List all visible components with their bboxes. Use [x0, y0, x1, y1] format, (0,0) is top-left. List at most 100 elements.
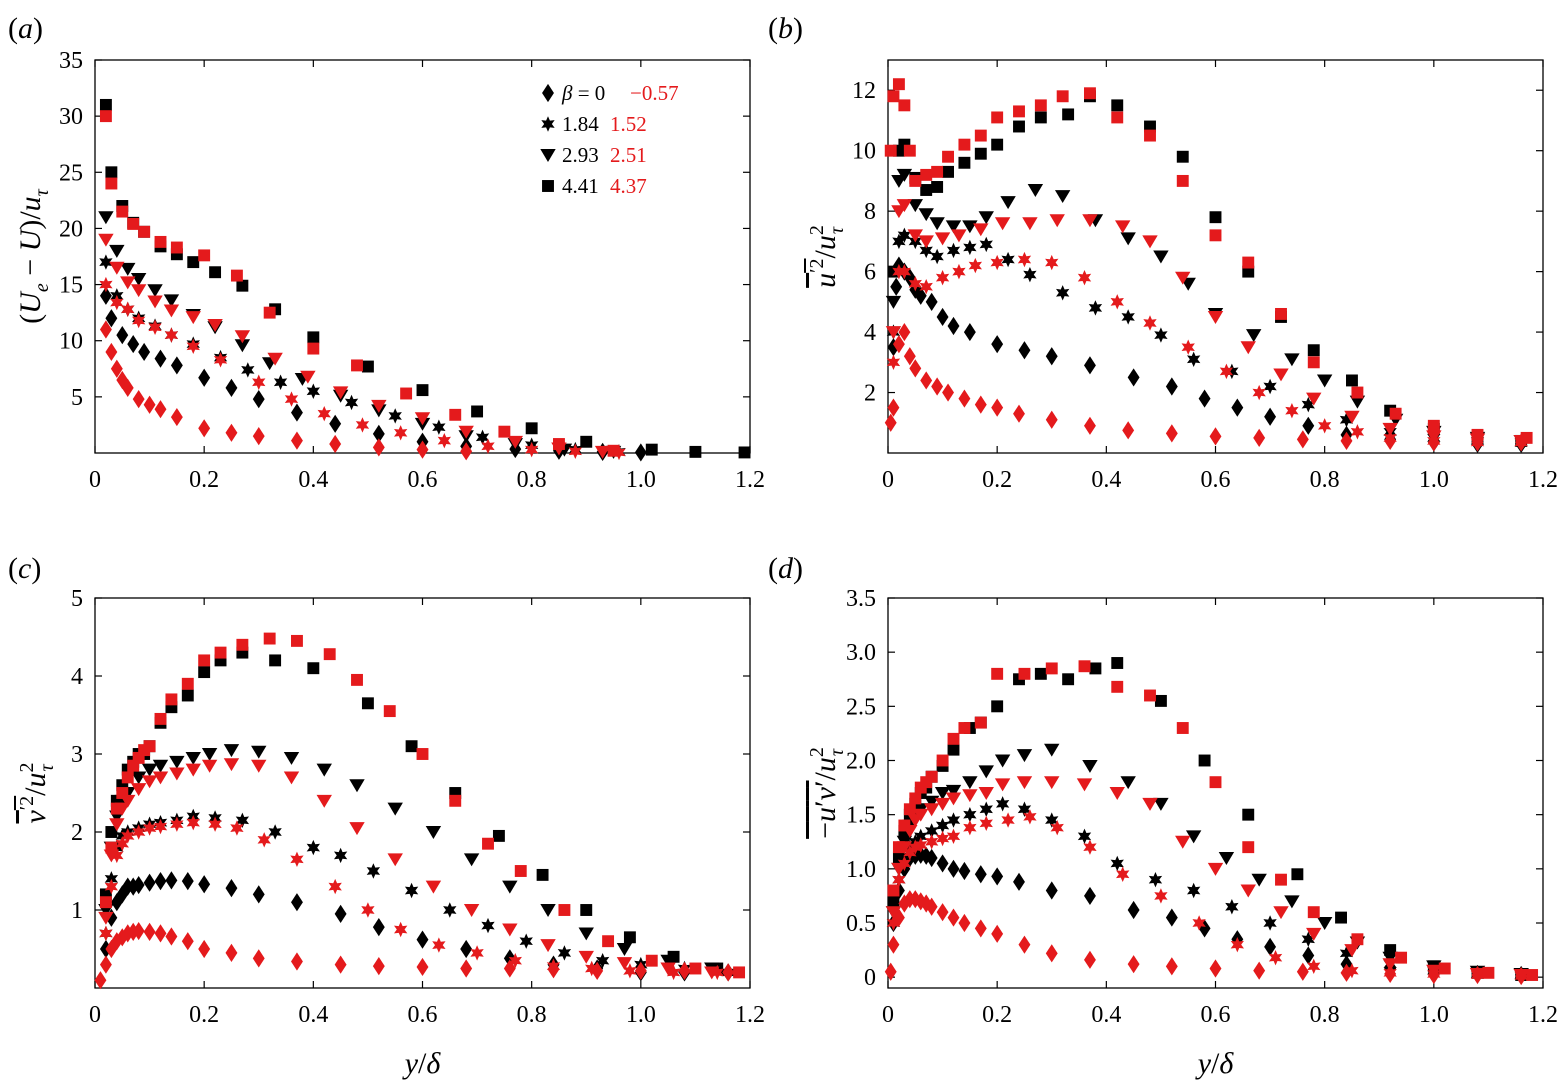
data-point-black-star — [404, 882, 419, 899]
data-point-red-square — [498, 425, 511, 438]
data-point-red-diamond — [181, 932, 194, 951]
data-point-black-diamond — [225, 879, 238, 898]
data-point-red-diamond — [1253, 961, 1266, 980]
data-point-black-diamond — [1302, 416, 1315, 435]
data-point-red-square — [127, 217, 140, 230]
data-point-red-diamond — [1127, 955, 1140, 974]
data-point-red-diamond — [132, 921, 145, 941]
data-point-red-square — [1176, 174, 1189, 187]
data-point-red-square — [903, 803, 916, 816]
data-point-black-square — [236, 646, 249, 659]
data-point-red-triangle-down — [1344, 410, 1360, 424]
data-point-red-square — [116, 205, 129, 218]
data-point-red-star — [568, 443, 582, 460]
data-point-red-star — [1110, 294, 1124, 310]
data-point-black-diamond — [991, 335, 1004, 354]
data-point-black-triangle-down — [98, 211, 114, 225]
data-point-red-diamond — [887, 935, 900, 954]
data-point-red-star — [1285, 402, 1299, 419]
y-tick-label: 0.5 — [846, 911, 876, 937]
data-point-red-square — [1013, 105, 1025, 118]
data-point-red-triangle-down — [147, 295, 163, 309]
legend-entry: β = 0 −0.57 — [542, 81, 679, 105]
x-tick-label: 0 — [882, 1002, 894, 1028]
data-point-red-diamond — [1013, 404, 1025, 423]
data-point-red-square — [110, 802, 123, 815]
data-point-red-triangle-down — [1115, 220, 1131, 234]
data-point-red-star — [186, 338, 200, 355]
data-point-black-star — [1023, 266, 1037, 283]
data-point-black-square — [405, 740, 418, 753]
data-point-black-star — [963, 239, 977, 256]
data-point-black-triangle-down — [929, 217, 945, 231]
data-point-red-triangle-down — [1382, 422, 1398, 436]
legend-label-black: 2.93 — [562, 143, 599, 167]
y-tick-label: 6 — [864, 260, 876, 286]
data-point-black-diamond — [334, 904, 347, 923]
data-point-red-star — [903, 844, 917, 861]
data-point-black-diamond — [914, 286, 927, 305]
data-point-black-star — [519, 933, 533, 949]
data-point-red-diamond — [225, 423, 238, 442]
data-point-red-star — [935, 830, 950, 847]
data-point-red-square — [884, 144, 897, 157]
data-point-red-triangle-down — [923, 803, 940, 817]
legend-label-red: 4.37 — [610, 174, 647, 198]
data-point-red-star — [470, 945, 484, 961]
data-point-black-triangle-down — [1027, 184, 1044, 197]
data-point-red-square — [1034, 99, 1047, 112]
data-point-red-square — [991, 667, 1004, 680]
data-point-black-square — [892, 852, 905, 864]
data-point-black-square — [898, 138, 911, 151]
x-tick-label: 1.2 — [1528, 467, 1558, 493]
data-point-black-diamond — [963, 322, 976, 342]
y-axis-label: u′2/u2τ — [806, 225, 848, 288]
data-point-black-star — [1045, 812, 1059, 828]
data-point-red-diamond — [1209, 959, 1222, 978]
x-tick-label: 1.2 — [735, 1002, 765, 1028]
data-point-red-square — [1242, 841, 1255, 854]
data-point-red-square — [892, 78, 905, 91]
data-point-red-triangle-down — [578, 950, 594, 964]
data-point-black-diamond — [181, 872, 194, 891]
data-point-black-star — [306, 383, 320, 399]
data-point-red-square — [892, 841, 905, 854]
data-point-black-star — [1339, 412, 1354, 428]
data-point-red-star — [481, 438, 495, 454]
plot-frame — [887, 59, 1544, 454]
data-point-red-star — [546, 958, 561, 974]
data-point-black-square — [667, 950, 680, 963]
data-point-red-diamond — [110, 932, 123, 951]
data-point-red-star — [1045, 254, 1059, 271]
data-point-red-star — [914, 837, 928, 853]
x-tick-label: 0.4 — [1091, 1002, 1121, 1028]
data-point-red-square — [1395, 951, 1408, 964]
data-point-red-star — [710, 964, 724, 981]
data-point-black-square — [580, 904, 593, 916]
data-point-black-star — [1088, 300, 1103, 316]
data-point-red-square — [449, 408, 462, 421]
data-point-black-diamond — [1084, 886, 1096, 906]
data-point-black-diamond — [1127, 900, 1140, 920]
data-point-black-triangle-down — [141, 763, 158, 777]
x-tick-label: 0.6 — [408, 1002, 438, 1028]
legend-entry: 1.84 1.52 — [541, 112, 647, 136]
data-point-red-diamond — [1165, 957, 1178, 976]
data-point-red-square — [931, 165, 944, 178]
data-point-black-diamond — [198, 368, 211, 387]
data-point-red-star — [979, 815, 993, 832]
data-point-black-star — [268, 824, 282, 840]
y-tick-label: 10 — [852, 139, 876, 165]
series-red-star — [886, 809, 1528, 984]
data-point-red-triangle-down — [594, 445, 611, 459]
data-point-red-diamond — [225, 943, 238, 962]
data-point-black-diamond — [116, 326, 129, 345]
data-point-red-diamond — [991, 398, 1004, 417]
data-point-black-star — [104, 871, 119, 887]
data-point-red-triangle-down — [163, 304, 180, 318]
y-tick-label: 5 — [71, 586, 83, 612]
data-point-red-star — [585, 960, 599, 977]
data-point-red-star — [1077, 269, 1092, 286]
data-point-red-diamond — [110, 359, 123, 378]
legend-marker-diamond — [542, 83, 554, 103]
